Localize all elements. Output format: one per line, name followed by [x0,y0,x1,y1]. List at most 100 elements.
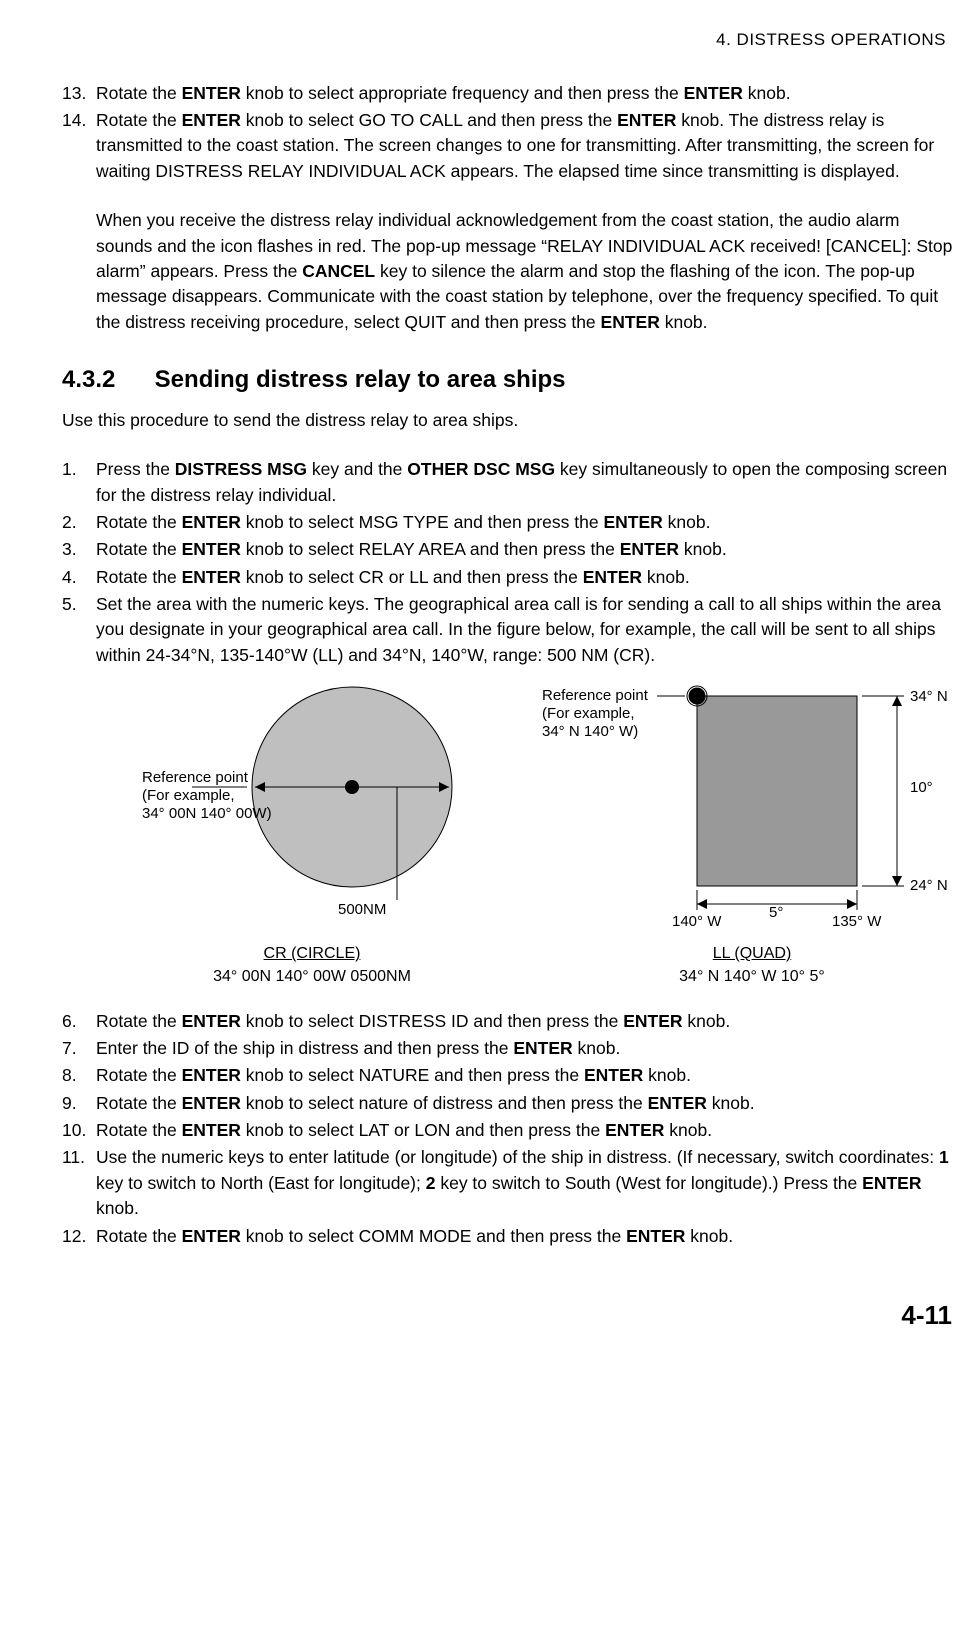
page-number: 4-11 [62,1297,956,1335]
step-2: Rotate the ENTER knob to select MSG TYPE… [62,510,956,535]
lab-140w: 140° W [672,913,722,930]
caption-sub: 34° 00N 140° 00W 0500NM [213,968,411,985]
circle-caption: CR (CIRCLE) 34° 00N 140° 00W 0500NM [142,942,482,988]
text: knob. [96,1198,139,1218]
ref-label-2: (For example, [142,787,235,804]
text-bold: OTHER DSC MSG [407,459,555,479]
page-header: 4. DISTRESS OPERATIONS [62,28,956,53]
text: Set the area with the numeric keys. The … [96,594,941,665]
section-title: Sending distress relay to area ships [155,366,566,393]
text: knob to select appropriate frequency and… [241,83,684,103]
lab-5: 5° [769,904,783,921]
text-bold: 1 [939,1147,949,1167]
text-bold: ENTER [648,1093,707,1113]
text: knob to select RELAY AREA and then press… [241,539,620,559]
ref-label-2: (For example, [542,705,635,722]
step-11: Use the numeric keys to enter latitude (… [62,1145,956,1221]
text: Rotate the [96,567,182,587]
text-bold: DISTRESS MSG [175,459,307,479]
text: knob to select GO TO CALL and then press… [241,110,617,130]
step-14: Rotate the ENTER knob to select GO TO CA… [62,108,956,184]
step-3: Rotate the ENTER knob to select RELAY AR… [62,537,956,562]
text-bold: ENTER [620,539,679,559]
text: knob. [683,1011,731,1031]
step-12: Rotate the ENTER knob to select COMM MOD… [62,1224,956,1249]
text-bold: ENTER [617,110,676,130]
text-bold: ENTER [182,539,241,559]
step-13: Rotate the ENTER knob to select appropri… [62,81,956,106]
receive-paragraph: When you receive the distress relay indi… [62,208,956,335]
text-bold: ENTER [182,83,241,103]
quad-caption: LL (QUAD) 34° N 140° W 10° 5° [542,942,962,988]
text: knob. [664,1120,712,1140]
text-bold: ENTER [626,1226,685,1246]
text: knob to select MSG TYPE and then press t… [241,512,604,532]
circle-diagram-svg: Reference point (For example, 34° 00N 14… [142,682,482,932]
text-bold: ENTER [182,110,241,130]
text: knob. [685,1226,733,1246]
text: Rotate the [96,1093,182,1113]
text-bold: ENTER [623,1011,682,1031]
step-10: Rotate the ENTER knob to select LAT or L… [62,1118,956,1143]
continued-list: Rotate the ENTER knob to select appropri… [62,81,956,185]
text: Rotate the [96,110,182,130]
figure-circle: Reference point (For example, 34° 00N 14… [142,682,482,988]
text: knob. [707,1093,755,1113]
ref-label-1: Reference point [142,769,249,786]
text-bold: ENTER [182,1120,241,1140]
ref-label-3: 34° N 140° W) [542,723,638,740]
text: Rotate the [96,1011,182,1031]
lab-24n: 24° N [910,877,948,894]
section-intro: Use this procedure to send the distress … [62,408,956,433]
text: Enter the ID of the ship in distress and… [96,1038,513,1058]
ref-label-3: 34° 00N 140° 00W) [142,805,272,822]
range-label: 500NM [338,901,386,918]
text: knob. [642,567,690,587]
caption-title: LL (QUAD) [713,945,792,962]
text: Rotate the [96,539,182,559]
text: Rotate the [96,1065,182,1085]
text: Rotate the [96,1120,182,1140]
quad-diagram-svg: Reference point (For example, 34° N 140°… [542,682,962,932]
text: Rotate the [96,1226,182,1246]
text-bold: ENTER [182,567,241,587]
ref-label-1: Reference point [542,687,649,704]
procedure-list-cont: Rotate the ENTER knob to select DISTRESS… [62,1009,956,1249]
text: knob to select CR or LL and then press t… [241,567,583,587]
figure-row: Reference point (For example, 34° 00N 14… [142,682,956,988]
lab-10: 10° [910,779,933,796]
text-bold: 2 [426,1173,436,1193]
step-7: Enter the ID of the ship in distress and… [62,1036,956,1061]
text-bold: ENTER [182,1065,241,1085]
text: knob. [573,1038,621,1058]
text: knob to select DISTRESS ID and then pres… [241,1011,623,1031]
procedure-list: Press the DISTRESS MSG key and the OTHER… [62,457,956,668]
figure-quad: Reference point (For example, 34° N 140°… [542,682,962,988]
text: Use the numeric keys to enter latitude (… [96,1147,939,1167]
text: Rotate the [96,512,182,532]
text-bold: ENTER [182,1011,241,1031]
step-8: Rotate the ENTER knob to select NATURE a… [62,1063,956,1088]
text: key and the [307,459,407,479]
text: Press the [96,459,175,479]
text: knob to select nature of distress and th… [241,1093,648,1113]
text-bold: ENTER [182,1226,241,1246]
text-bold: ENTER [601,312,660,332]
text: knob. [660,312,708,332]
lab-135w: 135° W [832,913,882,930]
text-bold: ENTER [583,567,642,587]
section-number: 4.3.2 [62,363,148,398]
text-bold: ENTER [182,512,241,532]
step-1: Press the DISTRESS MSG key and the OTHER… [62,457,956,508]
lab-34n: 34° N [910,688,948,705]
text: key to switch to North (East for longitu… [96,1173,426,1193]
step-6: Rotate the ENTER knob to select DISTRESS… [62,1009,956,1034]
text: knob. [663,512,711,532]
text-bold: ENTER [182,1093,241,1113]
text: Rotate the [96,83,182,103]
text-bold: ENTER [605,1120,664,1140]
section-heading: 4.3.2 Sending distress relay to area shi… [62,363,956,398]
text-bold: ENTER [862,1173,921,1193]
text: knob to select LAT or LON and then press… [241,1120,605,1140]
text: knob. [743,83,791,103]
